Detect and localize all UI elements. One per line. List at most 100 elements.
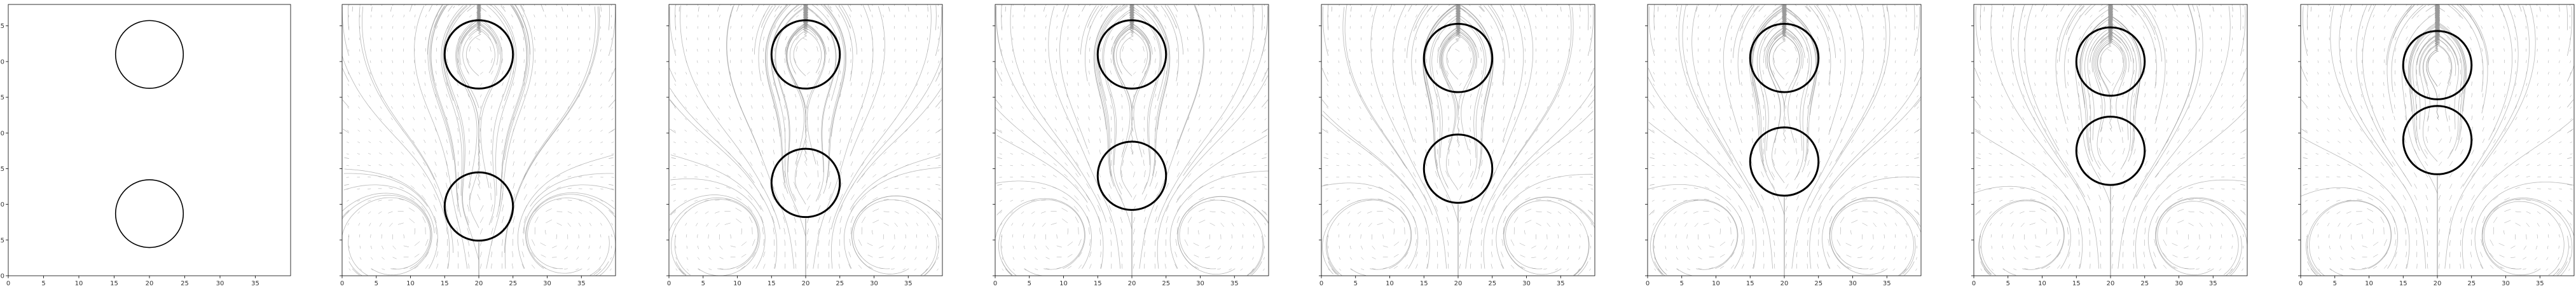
quiver-arrow [1664,72,1666,75]
quiver-arrow [2306,49,2308,52]
quiver-arrow [1513,196,1519,201]
quiver-arrow [1174,264,1178,269]
quiver-arrow [1061,208,1068,212]
quiver-arrow [1536,94,1538,98]
quiver-arrow [2053,184,2058,189]
quiver-arrow [916,234,918,238]
quiver-arrow [806,264,809,269]
quiver-arrow [534,105,537,109]
quiver-arrow [883,175,888,178]
quiver-arrow [685,95,687,98]
streamline [1914,128,1920,133]
quiver-arrow [359,257,362,260]
streamline [1739,5,1755,32]
quiver-arrow [2032,163,2035,166]
quiver-arrow [1706,140,1709,144]
quiver-arrow [2163,239,2167,246]
quiver-arrow [1470,93,1472,98]
quiver-arrow [1415,71,1416,75]
quiver-arrow [1726,195,1732,201]
quiver-arrow [861,206,867,212]
quiver-arrow [1988,153,1992,155]
quiver-arrow [2380,184,2385,189]
quiver-arrow [556,94,558,98]
quiver-arrow [1796,70,1799,75]
quiver-arrow [2165,14,2167,18]
quiver-arrow [2557,268,2559,271]
streamline [1080,5,1097,55]
quiver-arrow [1525,197,1531,201]
quiver-arrow [1240,268,1243,271]
quiver-arrow [1088,139,1090,144]
quiver-arrow [2447,26,2450,29]
quiver-arrow [1990,106,1992,109]
quiver-arrow [575,268,579,271]
quiver-arrow [741,37,742,41]
quiver-arrow [2132,36,2134,41]
quiver-arrow [2023,71,2025,75]
quiver-arrow [1253,72,1255,75]
quiver-arrow [2306,222,2308,226]
quiver-arrow [1348,222,1351,226]
quiver-arrow [1557,83,1559,86]
velocity-field [669,4,942,276]
quiver-arrow [1184,239,1188,246]
quiver-arrow [2482,59,2483,64]
quiver-arrow [892,245,895,250]
quiver-arrow [1806,47,1808,52]
quiver-arrow [761,150,764,155]
quiver-arrow [2405,227,2406,234]
quiver-arrow [1816,14,1819,18]
quiver-arrow [1062,219,1068,224]
quiver-arrow [2123,194,2126,200]
streamline [1321,114,1430,269]
quiver-arrow [1325,200,1328,202]
quiver-arrow [818,182,820,189]
streamline [499,6,528,207]
quiver-arrow [2489,252,2494,257]
quiver-arrow [1894,129,1898,132]
quiver-arrow [806,240,809,246]
quiver-arrow [2427,15,2431,18]
streamline [444,5,472,226]
quiver-arrow [1845,243,1852,247]
quiver-arrow [927,234,928,238]
quiver-arrow [2177,82,2179,86]
quiver-arrow [2041,197,2047,201]
quiver-arrow [1377,222,1383,226]
quiver-arrow [1110,58,1112,64]
quiver-arrow [2221,222,2224,226]
quiver-arrow [1187,195,1193,201]
quiver-arrow [1220,175,1225,178]
quiver-arrow [422,184,426,189]
quiver-arrow [589,106,591,109]
quiver-arrow [749,173,753,178]
streamline [2055,4,2077,125]
quiver-arrow [1209,128,1212,132]
quiver-arrow [1074,195,1079,201]
quiver-arrow [735,208,742,212]
quiver-arrow [673,106,676,109]
quiver-arrow [380,106,382,109]
quiver-arrow [511,25,513,29]
quiver-arrow [2088,228,2090,234]
quiver-arrow [346,165,349,166]
quiver-arrow [368,200,371,202]
streamline [1791,4,1864,269]
streamline [1650,199,1739,276]
quiver-arrow [1133,105,1134,109]
quiver-arrow [2053,216,2058,223]
quiver-arrow [1253,130,1256,132]
quiver-arrow [2526,211,2531,214]
quiver-arrow [2056,14,2059,18]
quiver-arrow [1827,264,1830,269]
quiver-arrow [1133,252,1135,257]
quiver-arrow [1415,239,1417,246]
quiver-arrow [894,222,898,227]
quiver-arrow [2371,128,2374,132]
quiver-arrow [2046,228,2047,234]
quiver-arrow [883,128,886,132]
quiver-arrow [2427,48,2432,52]
quiver-arrow [491,105,493,109]
quiver-arrow [1978,211,1981,214]
